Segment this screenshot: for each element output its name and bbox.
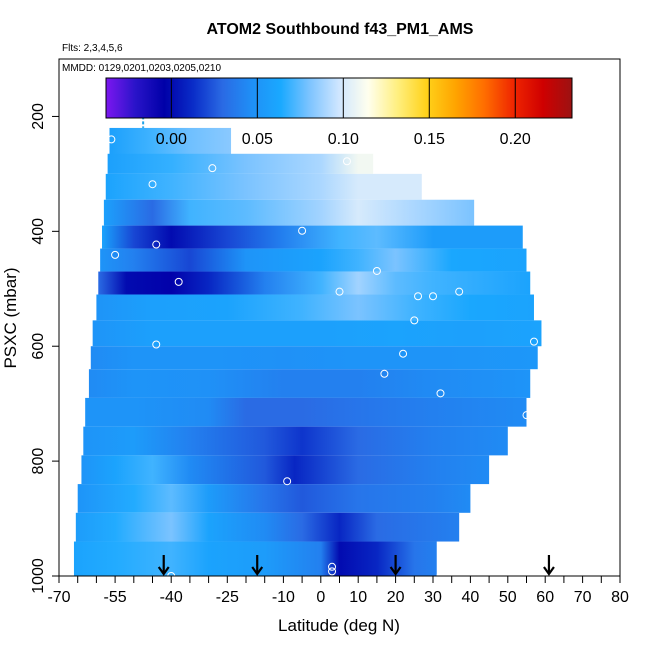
data-point [522,411,531,420]
x-tick-label: -10 [272,589,295,606]
data-layer [83,426,508,456]
data-layer [100,248,527,272]
data-point [208,164,217,173]
data-point [111,250,120,259]
x-tick-label: -25 [216,589,239,606]
x-axis: -70 -55 -40 -25 -10 0 10 20 30 40 50 60 70 80 [47,576,629,606]
data-point [328,562,337,571]
data-layer [81,455,490,485]
data-point [107,135,116,144]
data-point [380,369,389,378]
data-layer [88,369,531,398]
colorbar-tick-label: 0.10 [328,131,359,148]
y-tick-label: 800 [30,448,47,475]
colorbar-tick-label: 0.20 [500,131,531,148]
data-layer [105,173,422,200]
x-tick-label: 60 [536,589,554,606]
x-tick-label: 20 [387,589,405,606]
arrow-marker [251,555,264,576]
data-point [328,567,337,576]
dates-note: MMDD: 0129,0201,0203,0205,0210 [62,63,221,74]
data-point [529,337,538,346]
data-point [410,316,419,325]
colorbar-tick-label: 0.00 [156,131,187,148]
data-point [148,180,157,189]
arrow-marker [157,555,170,576]
data-point [372,266,381,275]
x-tick-label: -55 [104,589,127,606]
x-axis-label: Latitude (deg N) [278,616,400,635]
x-tick-label: 40 [462,589,480,606]
colorbar-tick-label: 0.05 [242,131,273,148]
y-axis: 200 400 600 800 1000 [30,103,59,594]
data-point [455,287,464,296]
data-layer [103,199,475,226]
y-tick-label: 1000 [30,558,47,594]
data-layer [98,271,531,295]
arrow-head [157,566,170,576]
x-tick-label: -40 [160,589,183,606]
arrow-markers [157,555,555,576]
arrow-marker [389,555,402,576]
x-tick-label: 70 [574,589,592,606]
data-point [152,240,161,249]
data-point [399,349,408,358]
colorbar-tick-label: 0.15 [414,131,445,148]
data-point [152,340,161,349]
data-layer [102,225,523,249]
data-layer [92,320,542,347]
colorbar-bar [105,77,573,119]
data-point [429,292,437,301]
y-tick-label: 200 [30,103,47,130]
chart-title: ATOM2 Southbound f43_PM1_AMS [207,21,474,38]
x-tick-label: -70 [47,589,70,606]
data-layer [96,294,534,321]
data-point [342,157,351,166]
data-point [174,277,183,286]
flights-note: Flts: 2,3,4,5,6 [62,43,123,54]
data-point [62,558,71,567]
data-layer [85,397,527,427]
arrow-marker [543,555,555,576]
data-point [335,287,344,296]
data-point [529,241,538,250]
arrow-head [543,566,555,576]
data-point [414,292,423,301]
arrow-head [389,566,402,576]
data-layer [75,512,460,542]
x-tick-label: 80 [611,589,629,606]
y-tick-label: 600 [30,333,47,360]
x-tick-label: 0 [316,589,325,606]
y-axis-label: PSXC (mbar) [1,267,20,368]
y-tick-label: 400 [30,218,47,245]
data-point [298,226,307,235]
x-tick-label: 10 [349,589,367,606]
data-layers [73,127,542,576]
data-layer [77,484,471,513]
data-point [436,389,445,398]
x-tick-label: 30 [424,589,442,606]
data-layer [90,346,538,370]
x-tick-label: 50 [499,589,517,606]
data-point [283,477,292,486]
colorbar: 0.00 0.05 0.10 0.15 0.20 [105,77,573,148]
arrow-head [251,566,264,576]
data-layer [107,153,374,174]
